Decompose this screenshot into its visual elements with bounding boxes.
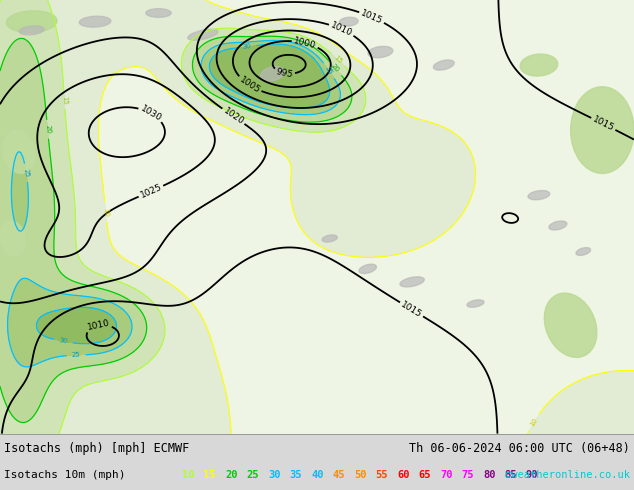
Text: 1015: 1015 (399, 299, 424, 319)
Ellipse shape (368, 47, 393, 58)
Text: 10: 10 (529, 417, 539, 428)
Text: 15: 15 (61, 96, 68, 104)
Text: 20: 20 (44, 124, 51, 134)
Text: 1010: 1010 (329, 21, 354, 38)
Ellipse shape (6, 11, 57, 33)
Text: 10: 10 (182, 470, 195, 480)
Text: Th 06-06-2024 06:00 UTC (06+48): Th 06-06-2024 06:00 UTC (06+48) (409, 442, 630, 455)
Text: 1030: 1030 (139, 104, 163, 123)
Ellipse shape (261, 67, 285, 81)
Text: 45: 45 (332, 470, 345, 480)
Text: ©weatheronline.co.uk: ©weatheronline.co.uk (505, 470, 630, 480)
Text: 30: 30 (242, 43, 252, 50)
Text: 80: 80 (483, 470, 496, 480)
Ellipse shape (400, 277, 424, 287)
Ellipse shape (322, 235, 337, 242)
Text: 25: 25 (324, 65, 334, 76)
Text: 10: 10 (102, 207, 109, 217)
Text: 65: 65 (418, 470, 431, 480)
Text: 1020: 1020 (221, 106, 245, 126)
Text: 85: 85 (505, 470, 517, 480)
Text: 20: 20 (330, 63, 340, 74)
Text: 1015: 1015 (359, 8, 384, 25)
Text: 30: 30 (58, 338, 68, 345)
Text: 25: 25 (72, 352, 81, 358)
Text: 1000: 1000 (293, 36, 318, 50)
Text: 40: 40 (311, 470, 323, 480)
Text: 60: 60 (397, 470, 410, 480)
Text: Isotachs 10m (mph): Isotachs 10m (mph) (4, 470, 126, 480)
Text: 20: 20 (225, 470, 238, 480)
Text: 50: 50 (354, 470, 366, 480)
Text: 1005: 1005 (237, 75, 262, 95)
Ellipse shape (359, 264, 377, 273)
Ellipse shape (434, 60, 454, 70)
Text: 30: 30 (268, 470, 280, 480)
Ellipse shape (549, 221, 567, 230)
Text: 1025: 1025 (139, 182, 163, 200)
Text: 90: 90 (526, 470, 538, 480)
Ellipse shape (520, 54, 558, 76)
Ellipse shape (528, 191, 550, 200)
Text: 25: 25 (247, 470, 259, 480)
Ellipse shape (467, 300, 484, 307)
Text: Isotachs (mph) [mph] ECMWF: Isotachs (mph) [mph] ECMWF (4, 442, 190, 455)
Ellipse shape (0, 221, 25, 256)
Text: 75: 75 (462, 470, 474, 480)
Text: 55: 55 (375, 470, 388, 480)
Text: 25: 25 (23, 168, 30, 177)
Text: 15: 15 (204, 470, 216, 480)
Text: 35: 35 (290, 470, 302, 480)
Text: 70: 70 (440, 470, 453, 480)
Text: 995: 995 (275, 67, 294, 79)
Ellipse shape (146, 9, 171, 17)
Text: 15: 15 (332, 54, 343, 65)
Text: 1015: 1015 (591, 115, 616, 133)
Ellipse shape (79, 16, 111, 27)
Ellipse shape (3, 130, 35, 173)
Ellipse shape (571, 87, 634, 173)
Ellipse shape (19, 26, 44, 35)
Text: 1010: 1010 (86, 318, 111, 332)
Ellipse shape (339, 17, 358, 26)
Ellipse shape (576, 247, 590, 255)
Ellipse shape (545, 293, 597, 357)
Ellipse shape (188, 29, 218, 40)
